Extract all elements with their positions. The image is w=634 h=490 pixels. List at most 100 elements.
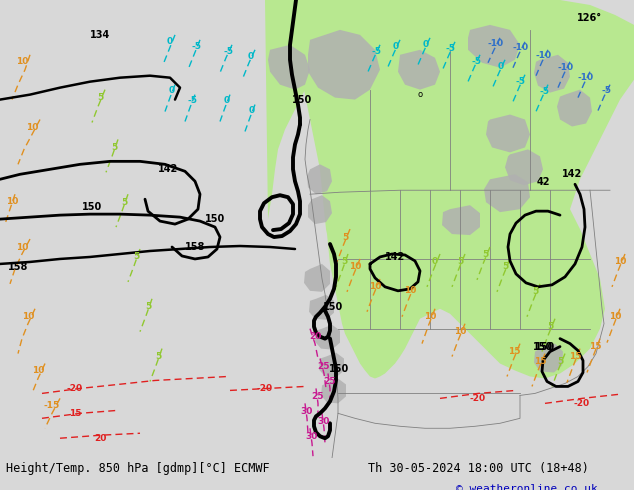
Text: 0: 0 [423,40,429,49]
Text: 25: 25 [318,362,330,371]
Text: 150: 150 [82,202,102,212]
Text: 20: 20 [94,434,106,443]
Text: 0: 0 [248,52,254,61]
Text: 5: 5 [133,252,139,262]
Text: 5: 5 [532,287,538,296]
Text: 10: 10 [26,123,38,132]
Polygon shape [398,50,440,90]
Text: 25: 25 [324,377,336,386]
Polygon shape [309,295,334,319]
Text: 10: 10 [6,196,18,206]
Text: 0: 0 [224,96,230,105]
Text: Height/Temp. 850 hPa [gdmp][°C] ECMWF: Height/Temp. 850 hPa [gdmp][°C] ECMWF [6,462,270,475]
Polygon shape [294,0,634,378]
Polygon shape [321,378,346,403]
Text: 0: 0 [432,257,438,267]
Text: 10: 10 [614,257,626,267]
Polygon shape [268,45,310,90]
Polygon shape [468,25,520,68]
Text: 150: 150 [205,214,225,224]
Text: 30: 30 [306,432,318,441]
Text: 150: 150 [533,342,553,352]
Text: -20: -20 [67,384,83,393]
Text: 0: 0 [249,106,255,115]
Text: Th 30-05-2024 18:00 UTC (18+48): Th 30-05-2024 18:00 UTC (18+48) [368,462,588,475]
Text: -5: -5 [516,77,526,86]
Text: -10: -10 [578,73,594,82]
Text: -20: -20 [574,399,590,408]
Text: 5: 5 [502,263,508,271]
Polygon shape [442,205,480,235]
Text: 10: 10 [16,243,28,251]
Text: -10: -10 [513,43,529,52]
Text: 10: 10 [22,312,34,321]
Text: -10: -10 [536,51,552,60]
Text: 5: 5 [145,302,151,311]
Text: 5: 5 [547,322,553,331]
Polygon shape [505,149,543,185]
Text: 10: 10 [424,312,436,321]
Text: 42: 42 [537,177,550,187]
Text: -5: -5 [601,86,611,95]
Text: 15: 15 [534,357,547,366]
Text: 142: 142 [562,170,582,179]
Text: 10: 10 [349,263,361,271]
Text: 20: 20 [309,332,321,341]
Text: -10: -10 [488,39,504,49]
Text: 5: 5 [557,357,563,366]
Text: 5: 5 [121,197,127,207]
Text: 10: 10 [369,282,381,292]
Text: 10: 10 [609,312,621,321]
Polygon shape [486,115,530,152]
Text: 142: 142 [385,252,405,262]
Text: 10: 10 [16,57,28,66]
Text: 134: 134 [90,30,110,40]
Polygon shape [557,90,592,126]
Text: -20: -20 [257,384,273,393]
Text: 150: 150 [323,302,343,312]
Polygon shape [484,174,530,212]
Text: 150: 150 [329,364,349,373]
Polygon shape [308,195,332,224]
Text: 5: 5 [457,257,463,267]
Text: 10: 10 [32,366,44,375]
Polygon shape [308,30,380,99]
Polygon shape [319,353,344,377]
Text: 5: 5 [111,143,117,152]
Text: 5: 5 [482,250,488,260]
Text: 0: 0 [393,42,399,51]
Text: 142: 142 [158,164,178,174]
Polygon shape [315,325,340,349]
Text: 5: 5 [342,233,348,242]
Text: 150: 150 [535,342,555,352]
Text: -5: -5 [446,44,456,53]
Text: 150: 150 [292,95,312,104]
Text: -10: -10 [558,63,574,72]
Text: 158: 158 [8,262,29,272]
Text: © weatheronline.co.uk: © weatheronline.co.uk [456,484,598,490]
Text: -5: -5 [471,57,481,66]
Polygon shape [534,343,563,372]
Text: 10: 10 [454,327,466,336]
Polygon shape [307,164,332,194]
Text: 126°: 126° [578,13,602,23]
Text: 0: 0 [169,86,175,95]
Text: 10: 10 [404,286,416,295]
Text: 5: 5 [97,93,103,102]
Text: -15: -15 [44,401,60,410]
Polygon shape [534,55,570,93]
Text: -5: -5 [539,87,549,96]
Text: 5: 5 [155,352,161,361]
Text: 5: 5 [341,257,347,267]
Text: 30: 30 [318,417,330,426]
Text: -5: -5 [187,96,197,105]
Text: 15: 15 [589,342,601,351]
Text: 15: 15 [508,347,521,356]
Text: 0: 0 [498,62,504,71]
Text: 30: 30 [301,407,313,416]
Text: o: o [417,90,423,99]
Text: -5: -5 [371,48,381,56]
Text: 25: 25 [312,392,324,401]
Text: -5: -5 [223,48,233,56]
Text: 15: 15 [68,409,81,418]
